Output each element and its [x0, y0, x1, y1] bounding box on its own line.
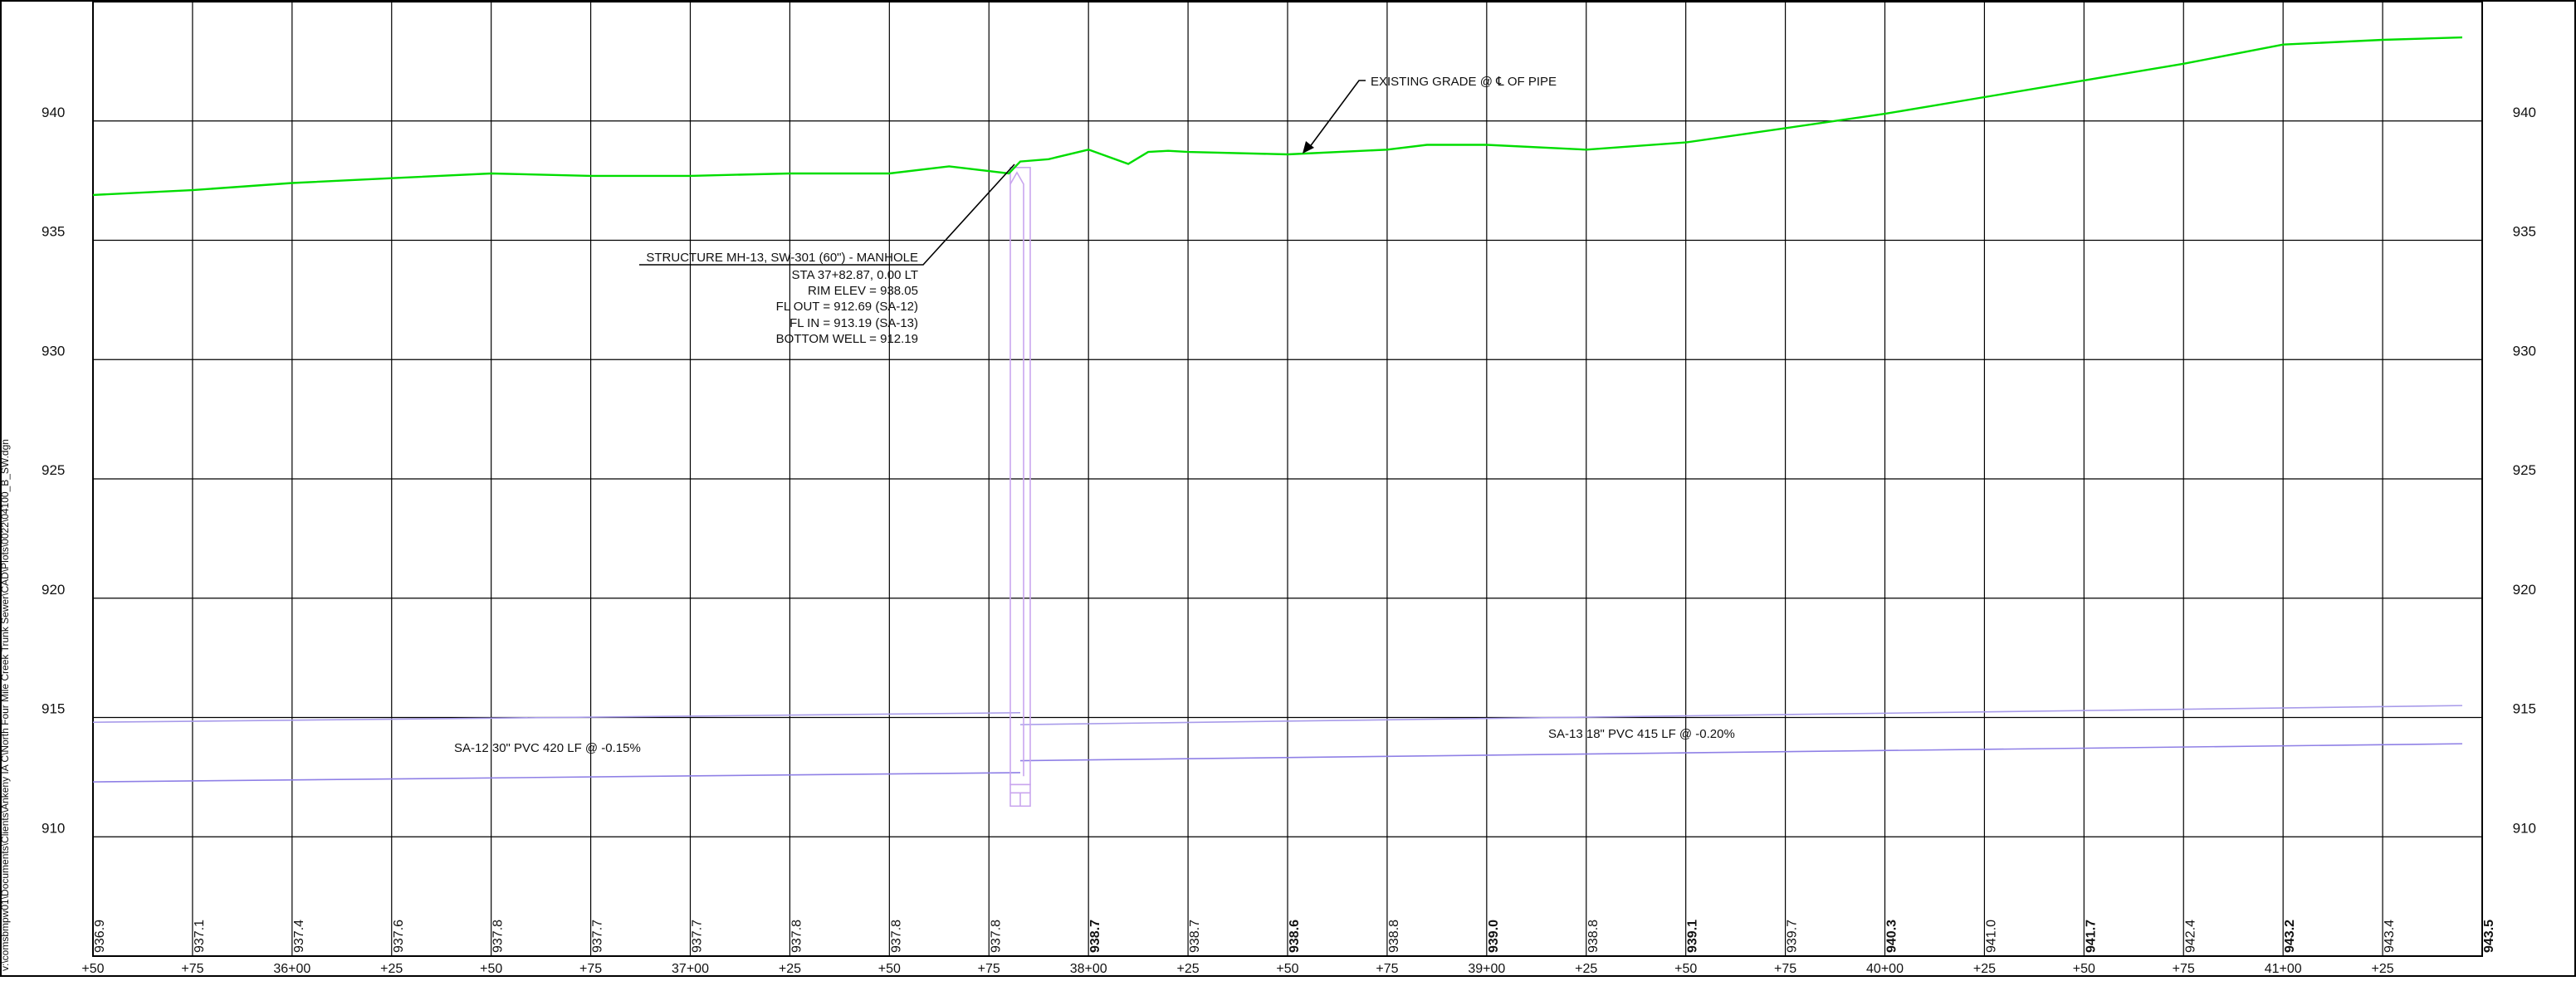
pipe-profile: [92, 705, 2463, 783]
structure-fl-in: FL IN = 913.19 (SA-13): [789, 316, 918, 330]
station-label: +25: [1177, 962, 1200, 976]
grade-elevation-label: 937.4: [292, 920, 306, 953]
grade-elevation-label: 938.7: [1088, 920, 1102, 953]
elevation-label-left: 915: [42, 701, 65, 717]
station-labels: +50 +75 36+00 +25 +50 +75 37+00 +25 +50 +75 38+00 +…: [81, 962, 2393, 976]
elevation-label-left: 935: [42, 224, 65, 240]
station-label: +75: [2173, 962, 2195, 976]
grade-elevation-label: 938.6: [1288, 920, 1302, 953]
station-label: +50: [2073, 962, 2095, 976]
grade-elevation-label: 942.4: [2183, 920, 2197, 953]
grade-elevation-labels: 936.9 937.1 937.4 937.6 937.8 937.7 937.7 937.8…: [93, 920, 2496, 953]
grade-elevation-label: 937.7: [591, 920, 605, 953]
station-label: +50: [878, 962, 901, 976]
manhole-mh-13: [1009, 167, 1031, 808]
manhole-barrel: [1009, 167, 1031, 786]
file-path-label: v:\comsbmpw01\Documents\Clients\Ankeny I…: [0, 439, 11, 971]
structure-callout: STRUCTURE MH-13, SW-301 (60") - MANHOLE …: [639, 164, 1015, 346]
station-label: +25: [779, 962, 801, 976]
station-label: +50: [81, 962, 104, 976]
grade-elevation-label: 937.7: [691, 920, 705, 953]
elevation-label-left: 925: [42, 462, 65, 478]
grade-elevation-label: 937.8: [491, 920, 506, 953]
pipe-label-sa-12: SA-12 30" PVC 420 LF @ -0.15%: [454, 741, 641, 755]
station-label: +75: [579, 962, 602, 976]
structure-rim-elev: RIM ELEV = 938.05: [808, 284, 918, 298]
grade-elevation-label: 938.8: [1586, 920, 1601, 953]
elevation-label-right: 940: [2513, 105, 2536, 120]
elevation-label-right: 910: [2513, 820, 2536, 836]
grade-elevation-label: 937.8: [789, 920, 804, 953]
elevation-labels-left: 940 935 930 925 920 915 910: [42, 105, 65, 837]
station-label: 37+00: [672, 962, 709, 976]
manhole-cone: [1009, 171, 1024, 777]
elevation-label-right: 935: [2513, 224, 2536, 240]
elevation-label-left: 910: [42, 820, 65, 836]
elevation-labels-right: 940 935 930 925 920 915 910: [2513, 105, 2536, 837]
elevation-label-right: 930: [2513, 343, 2536, 359]
station-label: +50: [1276, 962, 1298, 976]
pipe-line-sa-12-crown: [92, 711, 1021, 724]
station-label: +25: [2372, 962, 2394, 976]
grade-elevation-label: 938.8: [1387, 920, 1401, 953]
grade-elevation-label: 943.2: [2283, 920, 2297, 953]
station-label: +25: [1575, 962, 1597, 976]
elevation-label-left: 920: [42, 582, 65, 598]
station-label: +75: [1376, 962, 1398, 976]
pipe-line-sa-13-invert: [1019, 743, 2463, 762]
station-label: 36+00: [273, 962, 310, 976]
station-label: 39+00: [1468, 962, 1505, 976]
station-label: +75: [181, 962, 203, 976]
structure-bottom-well: BOTTOM WELL = 912.19: [776, 332, 918, 346]
station-label: +50: [480, 962, 502, 976]
station-gridlines: [92, 2, 2483, 956]
grade-elevation-label: 943.5: [2482, 920, 2496, 953]
grade-elevation-label: 939.0: [1487, 920, 1501, 953]
grade-elevation-label: 937.8: [889, 920, 903, 953]
elevation-label-left: 930: [42, 343, 65, 359]
elevation-label-right: 920: [2513, 582, 2536, 598]
grade-elevation-label: 939.1: [1686, 920, 1700, 953]
existing-grade-callout: EXISTING GRADE @ ℄ OF PIPE: [1303, 75, 1557, 154]
elevation-label-right: 915: [2513, 701, 2536, 717]
elevation-label-left: 940: [42, 105, 65, 120]
pipe-line-sa-13-crown: [1019, 705, 2463, 725]
grade-elevation-label: 939.7: [1786, 920, 1800, 953]
station-label: +25: [1973, 962, 1996, 976]
station-label: +75: [1774, 962, 1796, 976]
grade-elevation-label: 937.6: [392, 920, 406, 953]
grade-elevation-label: 943.4: [2383, 920, 2397, 953]
grade-elevation-label: 937.8: [989, 920, 1003, 953]
pipe-line-sa-12-invert: [92, 772, 1021, 783]
structure-leader: [639, 164, 1015, 266]
structure-fl-out: FL OUT = 912.69 (SA-12): [776, 300, 918, 314]
station-label: 38+00: [1070, 962, 1107, 976]
existing-grade-leader: [1308, 80, 1366, 149]
station-label: 41+00: [2265, 962, 2302, 976]
station-label: +25: [380, 962, 403, 976]
grade-elevation-label: 938.7: [1188, 920, 1202, 953]
grade-elevation-label: 941.7: [2084, 920, 2098, 953]
station-label: +75: [978, 962, 1000, 976]
existing-grade-arrow: [1303, 141, 1314, 154]
elevation-label-right: 925: [2513, 462, 2536, 478]
grade-elevation-label: 940.3: [1885, 920, 1899, 953]
existing-grade-label: EXISTING GRADE @ ℄ OF PIPE: [1371, 75, 1557, 89]
station-label: +50: [1674, 962, 1697, 976]
pipe-label-sa-13: SA-13 18" PVC 415 LF @ -0.20%: [1548, 727, 1735, 741]
structure-station: STA 37+82.87, 0.00 LT: [792, 268, 918, 282]
structure-title: STRUCTURE MH-13, SW-301 (60") - MANHOLE: [646, 251, 918, 265]
grade-elevation-label: 936.9: [93, 920, 107, 953]
existing-grade-line: [92, 36, 2463, 197]
grade-elevation-label: 941.0: [1984, 920, 1998, 953]
grade-elevation-label: 937.1: [193, 920, 207, 953]
station-label: 40+00: [1866, 962, 1904, 976]
